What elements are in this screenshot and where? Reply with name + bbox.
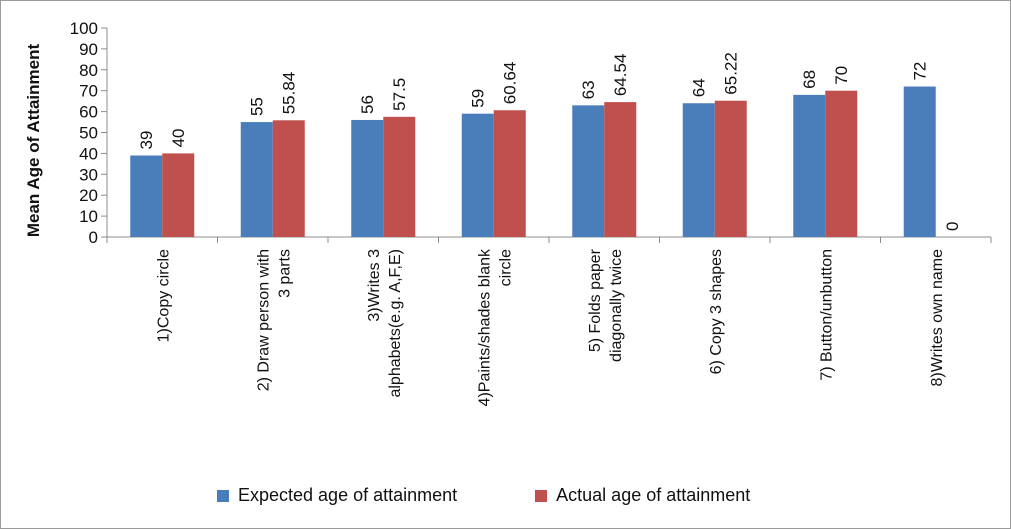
data-label-actual: 57.5 <box>390 78 409 111</box>
bar-actual <box>825 90 858 237</box>
category-label: 8)Writes own name <box>929 249 946 387</box>
legend-label-actual: Actual age of attainment <box>556 485 751 505</box>
y-tick-label: 10 <box>79 207 98 226</box>
data-label-actual: 64.54 <box>611 54 630 97</box>
data-label-actual: 0 <box>943 222 962 231</box>
legend-label-expected: Expected age of attainment <box>238 485 458 505</box>
bar-expected <box>793 94 826 237</box>
data-label-actual: 65.22 <box>722 52 741 95</box>
legend: Expected age of attainment Actual age of… <box>217 485 828 506</box>
y-tick-label: 20 <box>79 186 98 205</box>
y-tick-label: 50 <box>79 124 98 143</box>
legend-swatch-actual <box>535 489 548 502</box>
category-label: 1)Copy circle <box>155 249 172 342</box>
legend-item-actual: Actual age of attainment <box>535 485 750 506</box>
category-label: circle <box>497 249 514 286</box>
data-label-expected: 72 <box>911 62 930 81</box>
category-label: 2) Draw person with <box>255 249 272 391</box>
bar-actual <box>272 120 305 237</box>
data-label-actual: 55.84 <box>280 72 299 115</box>
data-label-expected: 55 <box>248 97 267 116</box>
category-label: 7) Button/unbutton <box>818 249 835 381</box>
bar-actual <box>714 100 747 237</box>
data-label-expected: 68 <box>800 70 819 89</box>
bar-expected <box>351 119 384 237</box>
bar-expected <box>903 86 936 238</box>
legend-item-expected: Expected age of attainment <box>217 485 457 506</box>
category-label: 6) Copy 3 shapes <box>708 249 725 374</box>
y-tick-label: 70 <box>79 82 98 101</box>
data-label-actual: 40 <box>169 128 188 147</box>
y-tick-label: 40 <box>79 144 98 163</box>
y-tick-label: 60 <box>79 103 98 122</box>
data-label-expected: 59 <box>469 89 488 108</box>
data-label-expected: 56 <box>358 95 377 114</box>
bar-expected <box>461 113 494 237</box>
y-tick-label: 0 <box>89 228 98 247</box>
bar-actual <box>162 153 195 237</box>
bar-actual <box>383 116 416 237</box>
bar-actual <box>604 102 637 238</box>
data-label-expected: 64 <box>690 78 709 97</box>
category-label: 5) Folds paper <box>587 248 604 352</box>
category-label: alphabets(e.g. A,F,E) <box>387 249 404 398</box>
category-label: 3)Writes 3 <box>366 249 383 322</box>
bar-expected <box>130 155 163 237</box>
category-label: 4)Paints/shades blank <box>476 248 493 406</box>
y-axis-title: Mean Age of Attainment <box>24 44 43 238</box>
data-label-actual: 60.64 <box>501 62 520 105</box>
bar-actual <box>493 110 526 237</box>
bar-expected <box>240 122 273 237</box>
data-label-expected: 63 <box>579 80 598 99</box>
y-tick-label: 100 <box>70 19 98 38</box>
data-label-actual: 70 <box>832 66 851 85</box>
y-tick-label: 90 <box>79 40 98 59</box>
y-tick-label: 30 <box>79 165 98 184</box>
legend-swatch-expected <box>217 489 229 502</box>
category-label: diagonally twice <box>608 249 625 362</box>
bar-expected <box>682 103 715 238</box>
bar-expected <box>572 105 605 237</box>
y-tick-label: 80 <box>79 61 98 80</box>
data-label-expected: 39 <box>137 131 156 150</box>
category-label: 3 parts <box>276 249 293 298</box>
